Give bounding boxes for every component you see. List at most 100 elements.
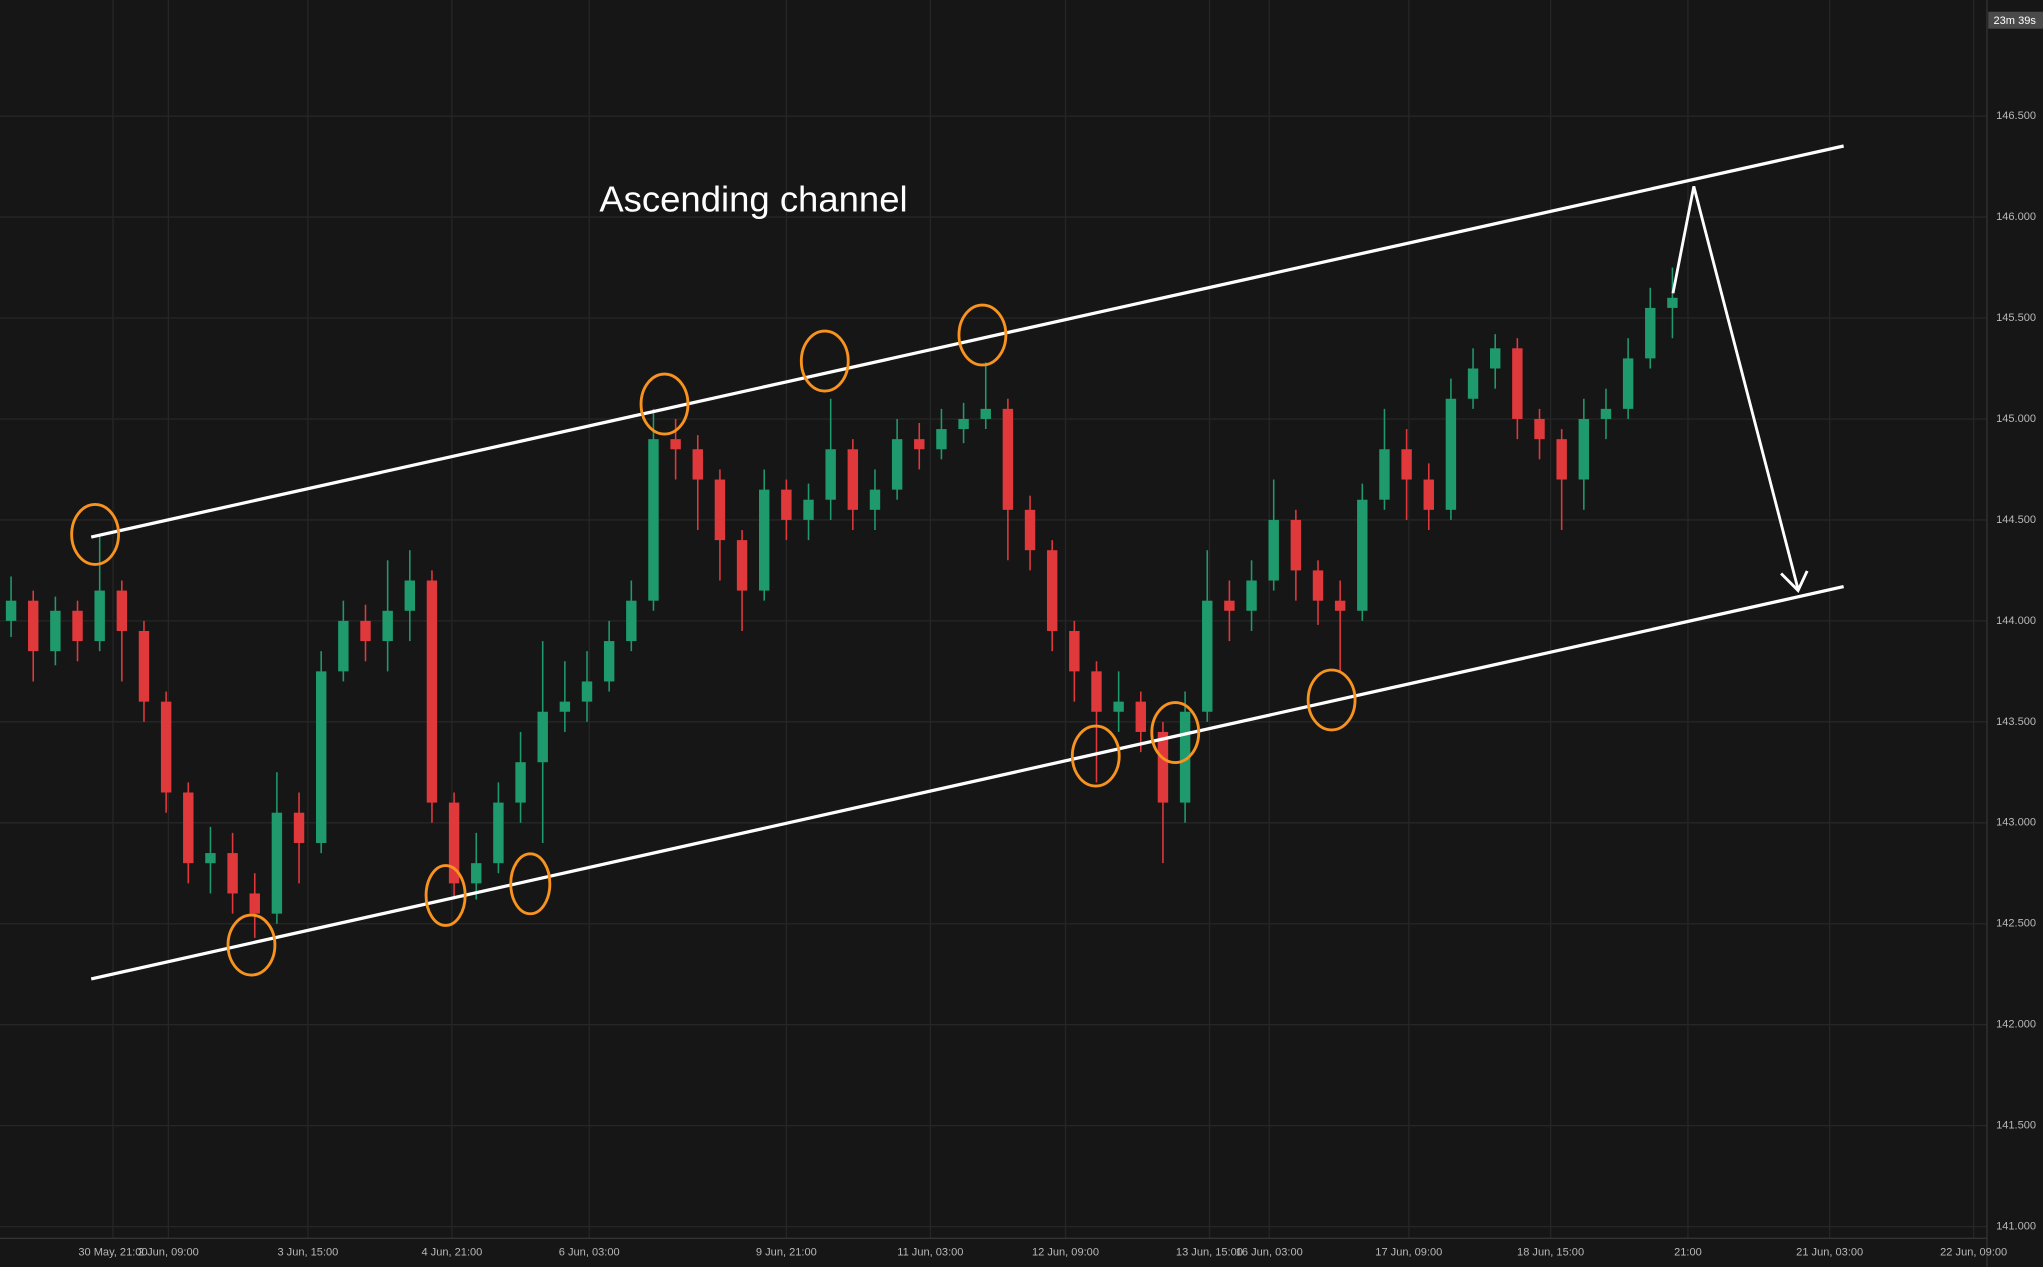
candle-body: [1091, 671, 1102, 712]
candle-body: [360, 620, 371, 642]
x-tick-label: 11 Jun, 03:00: [897, 1247, 963, 1259]
touch-circle: [957, 303, 1008, 367]
candle-body: [205, 853, 216, 864]
y-tick-label: 142.500: [1996, 918, 2036, 930]
candle-body: [603, 641, 615, 682]
candle-body: [1224, 600, 1235, 611]
x-tick-label: 21:00: [1674, 1247, 1702, 1259]
candle-body: [537, 711, 548, 763]
candle-body: [891, 439, 903, 490]
touch-markers: [70, 303, 1357, 977]
x-tick-label: 18 Jun, 15:00: [1517, 1247, 1584, 1259]
touch-circle: [1150, 701, 1201, 764]
candle-body: [1290, 519, 1302, 571]
y-tick-label: 144.500: [1996, 514, 2036, 526]
candle-body: [559, 701, 571, 712]
projection-arrow: [1671, 186, 1800, 590]
candle-body: [1379, 449, 1390, 500]
channel-drawing: [90, 144, 1845, 981]
candle-body: [515, 762, 526, 803]
candle-body: [160, 701, 172, 793]
candle-body: [183, 792, 194, 864]
candle-body: [648, 439, 659, 601]
countdown-badge: [1988, 11, 2043, 29]
x-tick-label: 17 Jun, 09:00: [1375, 1247, 1442, 1259]
candle-body: [626, 600, 637, 642]
candle-body: [759, 489, 770, 591]
touch-circle: [639, 372, 690, 436]
candle-body: [692, 449, 703, 480]
candle-body: [293, 812, 305, 843]
candle-body: [1578, 418, 1590, 480]
y-tick-label: 145.000: [1996, 413, 2036, 425]
x-tick-label: 16 Jun, 03:00: [1236, 1247, 1303, 1259]
y-tick-label: 145.500: [1996, 312, 2036, 324]
y-tick-label: 142.000: [1996, 1019, 2036, 1031]
candle-body: [670, 439, 681, 450]
candle-body: [1202, 600, 1213, 712]
candle-body: [227, 853, 238, 894]
y-tick-label: 141.000: [1996, 1221, 2036, 1233]
candle-body: [426, 580, 438, 803]
candle-body: [72, 610, 83, 642]
candle-body: [1401, 449, 1412, 480]
candle-body: [1645, 307, 1656, 359]
candle-body: [382, 610, 393, 642]
candle-body: [471, 863, 482, 884]
x-tick-label: 9 Jun, 21:00: [756, 1247, 817, 1259]
candle-body: [1024, 509, 1036, 551]
lower-channel-line: [90, 584, 1845, 981]
candle-body: [1445, 398, 1457, 510]
y-tick-label: 143.000: [1996, 817, 2036, 829]
candle-body: [1135, 701, 1147, 732]
candle-body: [803, 499, 814, 520]
candle-body: [1534, 418, 1545, 440]
touch-circle: [1306, 668, 1357, 732]
x-tick-label: 13 Jun, 15:00: [1176, 1247, 1243, 1259]
y-tick-label: 141.500: [1996, 1120, 2036, 1132]
x-tick-label: 12 Jun, 09:00: [1032, 1247, 1099, 1259]
candle-body: [249, 893, 260, 914]
candle-body: [1334, 600, 1346, 611]
candle-body: [1556, 439, 1567, 480]
x-tick-label: 3 Jun, 15:00: [277, 1247, 338, 1259]
candle-body: [914, 439, 925, 450]
candle-body: [1268, 519, 1279, 581]
candle-body: [1667, 297, 1678, 308]
candle-body: [94, 590, 105, 642]
touch-circle: [226, 913, 277, 977]
x-tick-label: 4 Jun, 21:00: [421, 1247, 482, 1259]
touch-circle: [799, 329, 850, 393]
candle-body: [404, 580, 416, 611]
candle-body: [714, 479, 726, 541]
upper-channel-line: [90, 144, 1845, 539]
y-tick-label: 144.000: [1996, 615, 2036, 627]
candle-body: [338, 620, 349, 672]
candle-body: [116, 590, 128, 631]
candle-body: [1179, 711, 1191, 803]
candle-body: [1246, 580, 1257, 611]
touch-circle: [509, 852, 552, 916]
candle-body: [1002, 408, 1014, 510]
candle-body: [1490, 348, 1501, 369]
candle-body: [581, 681, 593, 702]
candle-body: [1069, 630, 1080, 672]
candles: [5, 267, 1678, 938]
candle-body: [1600, 408, 1612, 419]
candle-body: [1512, 348, 1523, 419]
candle-body: [28, 600, 39, 652]
candle-body: [1423, 479, 1434, 510]
candle-body: [315, 671, 327, 843]
candle-body: [138, 630, 150, 702]
touch-circle: [424, 864, 467, 927]
touch-circle: [1070, 724, 1121, 788]
annotation-title: Ascending channel: [599, 179, 907, 220]
candle-body: [1622, 358, 1634, 409]
grid: [0, 0, 1987, 1239]
candle-body: [1113, 701, 1124, 712]
candle-body: [1157, 731, 1169, 803]
y-tick-label: 146.000: [1996, 211, 2036, 223]
touch-circle: [70, 503, 121, 566]
candle-body: [1467, 368, 1479, 399]
